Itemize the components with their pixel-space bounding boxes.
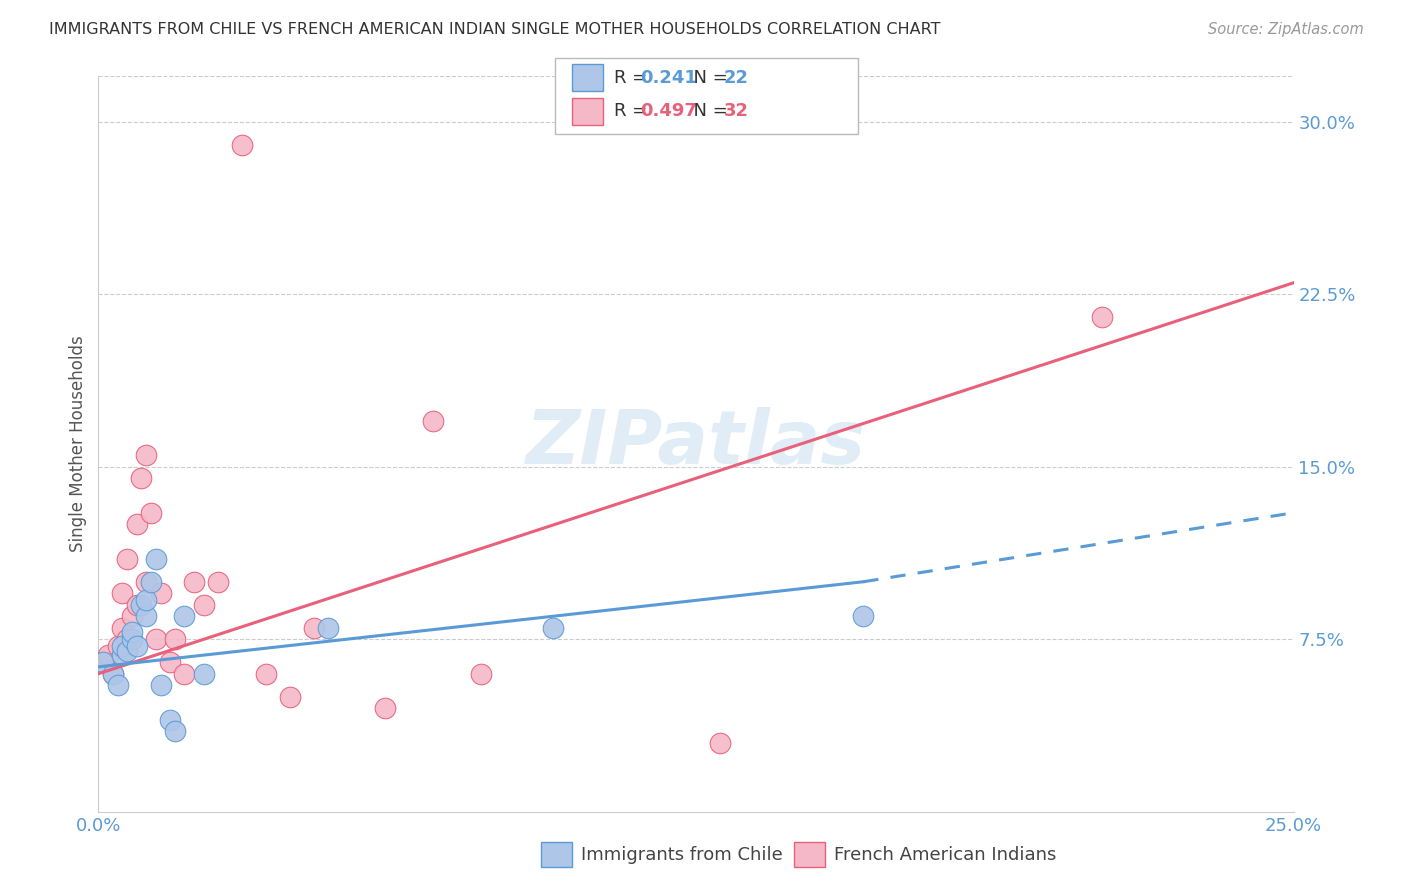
- Point: [145, 551, 167, 566]
- Point: [91, 655, 114, 669]
- Point: [121, 625, 143, 640]
- Point: [135, 574, 157, 589]
- Text: N =: N =: [682, 103, 734, 120]
- Point: [183, 574, 205, 589]
- Point: [91, 655, 114, 669]
- Text: 32: 32: [724, 103, 749, 120]
- Point: [852, 609, 875, 624]
- Point: [207, 574, 229, 589]
- Point: [101, 666, 124, 681]
- Point: [231, 137, 253, 152]
- Text: 0.241: 0.241: [640, 69, 696, 87]
- Point: [121, 609, 143, 624]
- Point: [115, 632, 138, 647]
- Point: [541, 621, 564, 635]
- Point: [115, 551, 138, 566]
- Text: R =: R =: [614, 103, 654, 120]
- Text: French American Indians: French American Indians: [834, 846, 1056, 863]
- Point: [149, 586, 172, 600]
- Point: [135, 609, 157, 624]
- Point: [131, 471, 153, 485]
- Text: Immigrants from Chile: Immigrants from Chile: [581, 846, 782, 863]
- Point: [111, 639, 134, 653]
- Text: N =: N =: [682, 69, 734, 87]
- Point: [125, 598, 148, 612]
- Point: [107, 678, 129, 692]
- Point: [193, 666, 215, 681]
- Point: [470, 666, 492, 681]
- Point: [163, 632, 186, 647]
- Point: [111, 586, 134, 600]
- Text: Source: ZipAtlas.com: Source: ZipAtlas.com: [1208, 22, 1364, 37]
- Point: [1091, 310, 1114, 325]
- Point: [159, 713, 181, 727]
- Point: [374, 701, 396, 715]
- Point: [125, 639, 148, 653]
- Text: IMMIGRANTS FROM CHILE VS FRENCH AMERICAN INDIAN SINGLE MOTHER HOUSEHOLDS CORRELA: IMMIGRANTS FROM CHILE VS FRENCH AMERICAN…: [49, 22, 941, 37]
- Point: [173, 666, 195, 681]
- Point: [163, 724, 186, 739]
- Point: [422, 414, 444, 428]
- Point: [121, 632, 143, 647]
- Point: [149, 678, 172, 692]
- Point: [159, 655, 181, 669]
- Point: [107, 639, 129, 653]
- Y-axis label: Single Mother Households: Single Mother Households: [69, 335, 87, 552]
- Point: [139, 506, 162, 520]
- Text: R =: R =: [614, 69, 654, 87]
- Point: [193, 598, 215, 612]
- Point: [278, 690, 301, 704]
- Point: [97, 648, 120, 663]
- Point: [254, 666, 277, 681]
- Point: [111, 621, 134, 635]
- Point: [135, 593, 157, 607]
- Point: [316, 621, 339, 635]
- Point: [131, 598, 153, 612]
- Point: [115, 644, 138, 658]
- Point: [709, 736, 731, 750]
- Point: [145, 632, 167, 647]
- Point: [302, 621, 325, 635]
- Point: [139, 574, 162, 589]
- Point: [173, 609, 195, 624]
- Text: ZIPatlas: ZIPatlas: [526, 408, 866, 480]
- Point: [101, 666, 124, 681]
- Text: 0.497: 0.497: [640, 103, 696, 120]
- Text: 22: 22: [724, 69, 749, 87]
- Point: [135, 448, 157, 462]
- Point: [111, 648, 134, 663]
- Point: [125, 517, 148, 532]
